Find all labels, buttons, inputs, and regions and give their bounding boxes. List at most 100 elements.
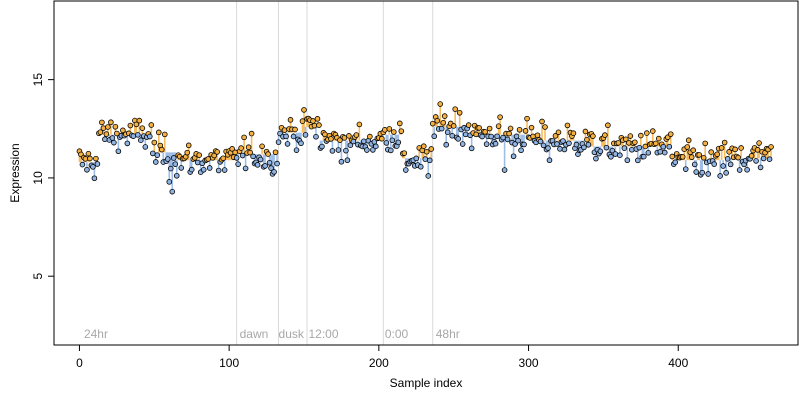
data-point bbox=[386, 126, 393, 132]
data-point bbox=[507, 125, 514, 132]
data-point bbox=[585, 141, 592, 148]
data-point bbox=[388, 147, 394, 154]
data-point bbox=[423, 148, 430, 155]
data-point bbox=[660, 143, 667, 150]
data-point bbox=[299, 118, 306, 124]
data-point bbox=[105, 124, 111, 130]
y-axis: 5 10 15 bbox=[31, 73, 55, 280]
data-point bbox=[100, 125, 107, 131]
data-point bbox=[343, 147, 349, 154]
data-point bbox=[328, 136, 334, 142]
data-point bbox=[494, 133, 500, 140]
data-point bbox=[335, 147, 342, 153]
data-point bbox=[685, 137, 692, 144]
data-point bbox=[632, 139, 638, 146]
data-point bbox=[655, 135, 662, 142]
data-point bbox=[582, 128, 589, 135]
data-point bbox=[645, 150, 652, 156]
data-point bbox=[329, 148, 336, 154]
data-point bbox=[314, 116, 321, 122]
data-point bbox=[97, 129, 104, 135]
data-point bbox=[188, 166, 195, 173]
data-point bbox=[350, 138, 357, 145]
data-point bbox=[206, 165, 213, 171]
data-point bbox=[271, 169, 277, 175]
data-point bbox=[667, 131, 674, 137]
data-point bbox=[233, 155, 240, 161]
section-label: 48hr bbox=[436, 327, 460, 341]
data-point bbox=[127, 122, 134, 129]
data-point bbox=[537, 138, 544, 145]
data-point bbox=[281, 127, 288, 133]
data-point bbox=[564, 122, 571, 129]
data-point bbox=[724, 156, 731, 162]
data-point bbox=[732, 146, 738, 153]
section-labels: 24hr dawn dusk 12:00 0:00 48hr bbox=[84, 327, 460, 341]
data-point bbox=[696, 152, 702, 158]
data-point bbox=[657, 148, 664, 155]
data-point bbox=[150, 150, 156, 157]
data-point bbox=[250, 153, 256, 160]
data-point bbox=[158, 146, 165, 153]
data-point bbox=[161, 131, 168, 138]
data-point bbox=[682, 166, 689, 172]
data-point bbox=[361, 138, 367, 145]
data-point bbox=[605, 122, 611, 129]
data-point bbox=[298, 140, 304, 147]
data-point bbox=[245, 144, 252, 151]
data-point bbox=[566, 140, 572, 147]
data-point bbox=[482, 129, 488, 135]
data-point bbox=[557, 146, 563, 152]
data-point bbox=[744, 166, 750, 173]
data-point bbox=[272, 149, 279, 156]
data-point bbox=[169, 188, 176, 195]
data-point bbox=[473, 131, 479, 138]
data-point bbox=[540, 142, 547, 149]
data-point bbox=[167, 165, 174, 172]
data-point bbox=[367, 133, 373, 140]
data-point bbox=[102, 136, 108, 143]
x-tick-label: 200 bbox=[369, 356, 389, 370]
data-point bbox=[274, 160, 280, 167]
data-point bbox=[247, 149, 253, 156]
data-point bbox=[185, 142, 192, 149]
data-point bbox=[87, 155, 93, 162]
data-point bbox=[275, 139, 282, 145]
data-point bbox=[235, 161, 241, 167]
data-point bbox=[138, 137, 144, 143]
data-point bbox=[84, 166, 90, 173]
data-point bbox=[268, 165, 274, 171]
data-point bbox=[259, 143, 265, 150]
data-point bbox=[370, 147, 376, 153]
data-point bbox=[242, 165, 249, 172]
data-point bbox=[111, 139, 117, 146]
data-point bbox=[528, 124, 535, 131]
data-point bbox=[397, 120, 403, 127]
data-point bbox=[459, 141, 466, 147]
data-point bbox=[164, 156, 171, 162]
data-point bbox=[99, 119, 105, 126]
data-point bbox=[310, 118, 316, 124]
data-point bbox=[229, 146, 235, 152]
data-point bbox=[635, 157, 641, 164]
data-point bbox=[90, 164, 96, 170]
data-point bbox=[456, 109, 463, 116]
data-point bbox=[221, 167, 228, 173]
data-point bbox=[124, 140, 131, 147]
data-point bbox=[395, 139, 402, 146]
data-point bbox=[257, 156, 264, 163]
data-point bbox=[624, 157, 631, 164]
data-point bbox=[290, 133, 297, 140]
data-point bbox=[108, 119, 114, 126]
data-point bbox=[287, 117, 294, 123]
data-point bbox=[166, 179, 173, 185]
data-point bbox=[636, 144, 643, 151]
data-point bbox=[726, 149, 732, 155]
y-tick-label: 5 bbox=[31, 273, 45, 280]
data-point bbox=[738, 145, 744, 151]
data-point bbox=[679, 154, 686, 160]
data-point bbox=[495, 123, 502, 129]
data-point bbox=[756, 140, 762, 146]
data-point bbox=[152, 159, 159, 165]
